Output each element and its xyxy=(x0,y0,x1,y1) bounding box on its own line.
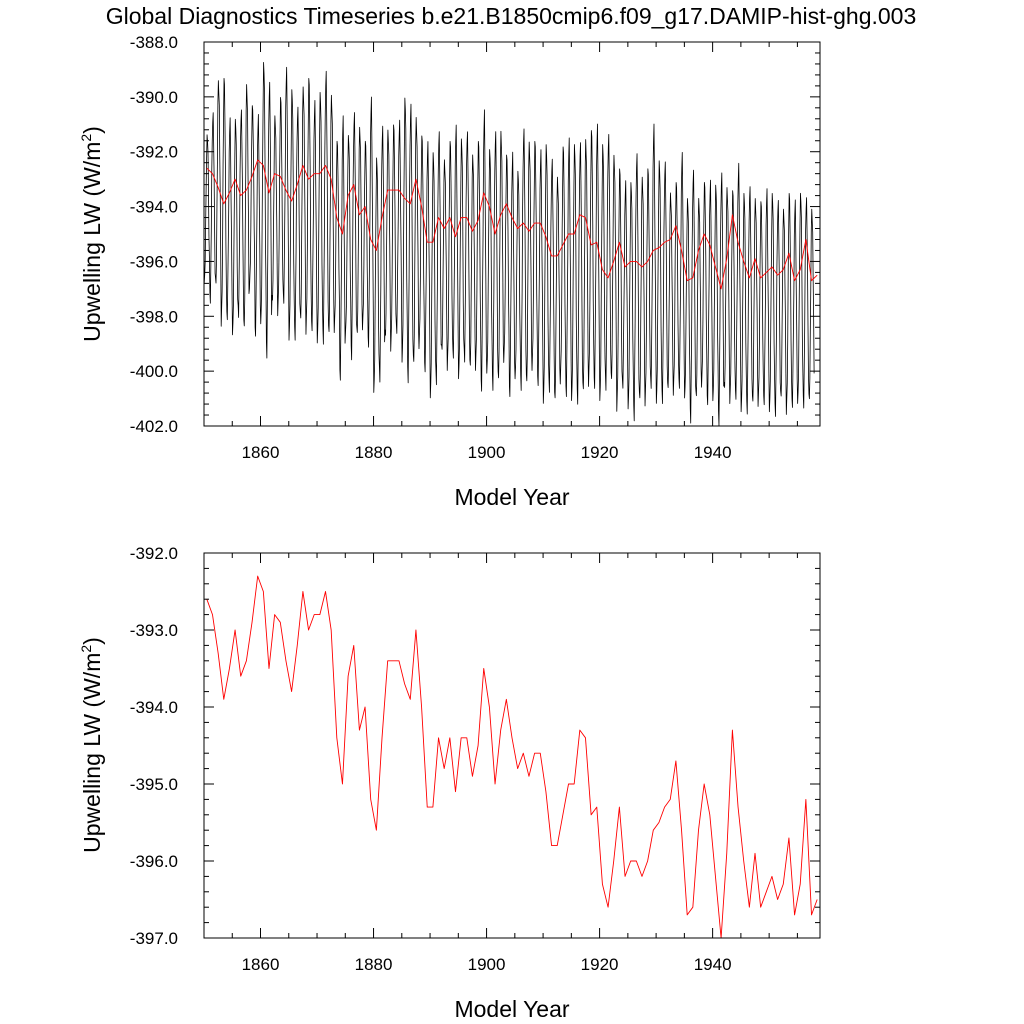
top-plot-marks xyxy=(204,61,818,426)
x-tick-label: 1900 xyxy=(468,955,506,974)
bottom-annual-panel: 1860 1880 1900 1920 1940 -397.0 -396.0 -395.0 -3… xyxy=(78,544,821,1022)
bottom-plot-frame xyxy=(203,552,821,939)
top-axis-ticks: 1860 1880 1900 1920 1940 -402.0 -400.0 -398.0 -3… xyxy=(130,33,820,462)
annual-mean-series-line-1 xyxy=(206,575,818,938)
x-tick-label: 1920 xyxy=(581,955,619,974)
bottom-x-axis-title: Model Year xyxy=(454,996,569,1022)
y-tick-label: -402.0 xyxy=(130,417,178,436)
figure-title: Global Diagnostics Timeseries b.e21.B185… xyxy=(106,3,917,29)
y-tick-label: -393.0 xyxy=(130,621,178,640)
bottom-axis-ticks: 1860 1880 1900 1920 1940 -397.0 -396.0 -395.0 -3… xyxy=(130,544,820,974)
y-tick-label: -394.0 xyxy=(130,698,178,717)
y-tick-label: -398.0 xyxy=(130,307,178,326)
top-y-axis-title: Upwelling LW (W/m2) xyxy=(78,126,105,342)
y-tick-label: -400.0 xyxy=(130,362,178,381)
top-plot-frame xyxy=(203,41,821,427)
annual-mean-series-line-0 xyxy=(206,159,818,290)
y-tick-label: -392.0 xyxy=(130,544,178,563)
x-tick-label: 1880 xyxy=(355,955,393,974)
y-tick-label: -392.0 xyxy=(130,143,178,162)
x-tick-label: 1900 xyxy=(468,443,506,462)
x-tick-label: 1940 xyxy=(694,443,732,462)
y-tick-label: -396.0 xyxy=(130,252,178,271)
y-tick-label: -394.0 xyxy=(130,198,178,217)
y-tick-label: -397.0 xyxy=(130,929,178,948)
y-tick-label: -396.0 xyxy=(130,852,178,871)
x-tick-label: 1860 xyxy=(242,955,280,974)
top-x-axis-title: Model Year xyxy=(454,484,569,510)
x-tick-label: 1940 xyxy=(694,955,732,974)
monthly-series-line-0 xyxy=(204,61,815,426)
bottom-y-axis-title: Upwelling LW (W/m2) xyxy=(78,637,105,853)
top-timeseries-panel: 1860 1880 1900 1920 1940 -402.0 -400.0 -398.0 -3… xyxy=(78,33,821,510)
y-tick-label: -390.0 xyxy=(130,88,178,107)
x-tick-label: 1880 xyxy=(355,443,393,462)
x-tick-label: 1920 xyxy=(581,443,619,462)
x-tick-label: 1860 xyxy=(242,443,280,462)
y-tick-label: -388.0 xyxy=(130,33,178,52)
bottom-plot-marks xyxy=(206,575,818,938)
y-tick-label: -395.0 xyxy=(130,775,178,794)
